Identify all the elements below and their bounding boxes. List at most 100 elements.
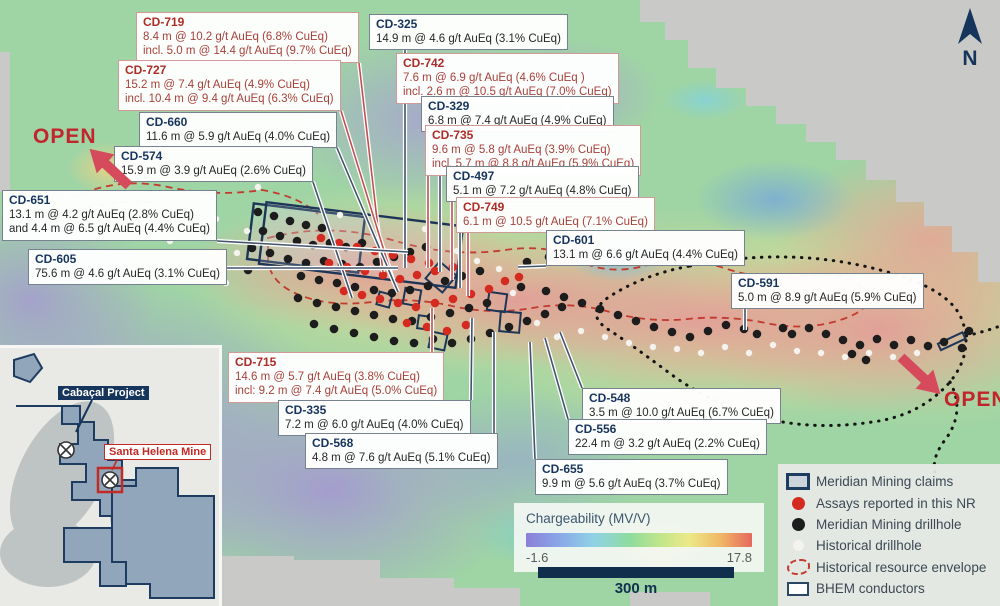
meridian-drillhole-dot (332, 278, 342, 288)
meridian-drillhole-dot (577, 298, 587, 308)
meridian-drillhole-dot (253, 207, 263, 217)
historical-drillhole-dot (625, 339, 633, 347)
meridian-drillhole-dot (296, 271, 306, 281)
meridian-drillhole-dot (804, 323, 814, 333)
leader-line (529, 341, 536, 460)
historical-drillhole-dot (601, 333, 609, 341)
meridian-drillhole-dot (258, 226, 268, 236)
meridian-drillhole-dot (540, 309, 550, 319)
assay-interval: 4.8 m @ 7.6 g/t AuEq (5.1% CuEq) (312, 452, 491, 464)
assay-interval: 14.6 m @ 5.7 g/t AuEq (3.8% CuEq) (235, 371, 420, 383)
assay-dot (402, 318, 412, 328)
bhem-conductor-icon (786, 581, 810, 596)
meridian-drillhole-dot (504, 322, 514, 332)
drillhole-id: CD-601 (553, 233, 595, 247)
legend-label: Historical resource envelope (816, 559, 987, 575)
meridian-drillhole-dot (649, 322, 659, 332)
drillhole-callout-cd-325: CD-325 14.9 m @ 4.6 g/t AuEq (3.1% CuEq) (369, 14, 568, 51)
meridian-drillhole-dot (667, 327, 677, 337)
drillhole-callout-cd-556: CD-556 22.4 m @ 3.2 g/t AuEq (2.2% CuEq) (568, 419, 767, 456)
historical-drillhole-dot (473, 257, 481, 265)
historical-drillhole-dot (697, 349, 705, 357)
meridian-drillhole-dot (283, 254, 293, 264)
drillhole-id: CD-329 (428, 99, 470, 113)
assay-dot (357, 290, 367, 300)
meridian-drillhole-dot (389, 336, 399, 346)
assay-dot (411, 302, 421, 312)
assay-interval: 13.1 m @ 4.2 g/t AuEq (2.8% CuEq) (9, 209, 194, 221)
assay-interval: 6.8 m @ 7.4 g/t AuEq (4.9% CuEq) (428, 115, 607, 127)
historical-drillhole-dot (553, 333, 561, 341)
scale-bar-rule (538, 567, 734, 578)
drillhole-callout-cd-749: CD-749 6.1 m @ 10.5 g/t AuEq (7.1% CuEq) (456, 197, 655, 234)
meridian-drillhole-dot (889, 340, 899, 350)
meridian-drillhole-dot (369, 310, 379, 320)
meridian-drillhole-dot (350, 282, 360, 292)
meridian-drillhole-dot (309, 319, 319, 329)
historical-drillhole-dot (233, 249, 241, 257)
meridian-drillhole-dot (409, 338, 419, 348)
meridian-drillhole-dot (855, 340, 865, 350)
chargeability-gradient-bar (526, 533, 752, 547)
historical-drillhole-dot (865, 349, 873, 357)
drillhole-id: CD-749 (463, 200, 505, 214)
location-inset-map: Cabaçal Project Santa Helena Mine (0, 345, 222, 606)
meridian-drillhole-dot (292, 236, 302, 246)
assay-interval: 5.1 m @ 7.2 g/t AuEq (4.8% CuEq) (453, 185, 632, 197)
meridian-drillhole-dot (464, 303, 474, 313)
chargeability-max: 17.8 (726, 550, 752, 565)
chargeability-title: Chargeability (MV/V) (526, 511, 651, 526)
assay-interval: 7.2 m @ 6.0 g/t AuEq (4.0% CuEq) (285, 419, 464, 431)
meridian-drillhole-dot (685, 332, 695, 342)
assay-dot (406, 254, 416, 264)
resource-envelope-icon (786, 559, 810, 575)
assay-interval: 15.2 m @ 7.4 g/t AuEq (4.9% CuEq) (125, 79, 310, 91)
meridian-drillhole-dot (405, 247, 415, 257)
meridian-drillhole-dot (778, 323, 788, 333)
assay-interval: 22.4 m @ 3.2 g/t AuEq (2.2% CuEq) (575, 438, 760, 450)
legend-label: Assays reported in this NR (816, 496, 976, 511)
historical-drillhole-dot (533, 319, 541, 327)
historical-drillhole-dot (841, 353, 849, 361)
assay-dot (442, 326, 452, 336)
meridian-drillhole-dot (405, 285, 415, 295)
historical-drillhole-dot (889, 353, 897, 361)
assay-dot (412, 270, 422, 280)
assay-interval: 5.0 m @ 8.9 g/t AuEq (5.9% CuEq) (738, 292, 917, 304)
meridian-drillhole-dot (388, 314, 398, 324)
inset-map-graphic (0, 352, 215, 599)
meridian-drillhole-dot (752, 329, 762, 339)
assay-interval: 13.1 m @ 6.6 g/t AuEq (4.4% CuEq) (553, 249, 738, 261)
meridian-drillhole-dot (821, 329, 831, 339)
chargeability-min: -1.6 (526, 550, 549, 565)
drillhole-id: CD-660 (146, 115, 188, 129)
meridian-drillhole-dot (721, 320, 731, 330)
historical-drillhole-dot (509, 289, 517, 297)
meridian-drillhole-dot (369, 285, 379, 295)
assay-interval: 9.9 m @ 5.6 g/t AuEq (3.7% CuEq) (542, 478, 721, 490)
assay-interval: 7.6 m @ 6.9 g/t AuEq (4.6% CuEq ) (403, 72, 585, 84)
meridian-drillhole-dot (559, 292, 569, 302)
drillhole-id: CD-574 (121, 149, 163, 163)
drillhole-id: CD-548 (589, 391, 631, 405)
historical-drillhole-dot (243, 227, 251, 235)
assay-interval: incl. 5.0 m @ 14.4 g/t AuEq (9.7% CuEq) (143, 45, 352, 58)
leader-line (517, 265, 547, 268)
legend-item-assays: Assays reported in this NR (786, 496, 992, 511)
meridian-drillhole-dot (703, 326, 713, 336)
legend-label: Meridian Mining claims (816, 474, 954, 489)
historical-drillhole-dot (495, 265, 503, 273)
meridian-drillhole-dot (269, 211, 279, 221)
cabacal-project-label: Cabaçal Project (58, 386, 149, 400)
legend-label: BHEM conductors (816, 581, 925, 596)
drillhole-id: CD-727 (125, 63, 167, 77)
drillhole-callout-cd-715: CD-715 14.6 m @ 5.7 g/t AuEq (3.8% CuEq) i… (228, 352, 445, 403)
assay-dot (378, 270, 388, 280)
meridian-drillhole-dot (301, 258, 311, 268)
assay-interval: incl. 2.6 m @ 10.5 g/t AuEq (7.0% CuEq) (403, 86, 612, 99)
drillhole-callout-cd-727: CD-727 15.2 m @ 7.4 g/t AuEq (4.9% CuEq) i… (118, 60, 341, 111)
meridian-drillhole-dot (349, 328, 359, 338)
meridian-drillhole-dot (847, 349, 857, 359)
